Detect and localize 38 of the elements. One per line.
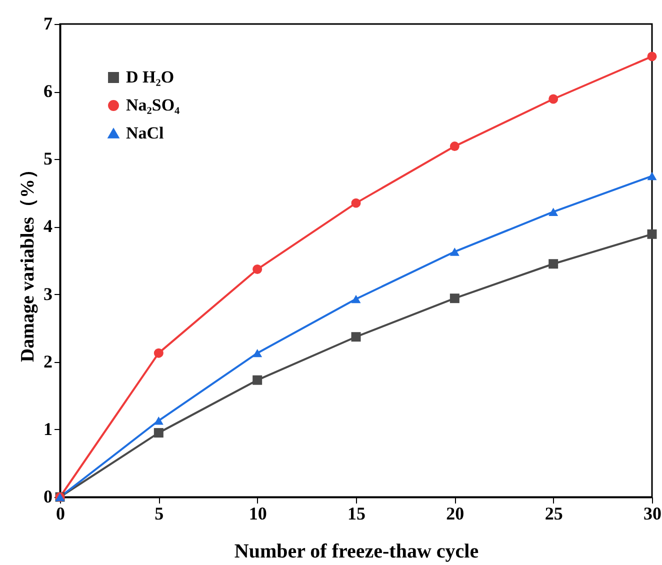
x-tick-label: 15 bbox=[348, 504, 366, 524]
point bbox=[154, 428, 164, 438]
point bbox=[351, 198, 361, 208]
y-axis-title: Damage variables（%） bbox=[18, 160, 38, 362]
point bbox=[647, 52, 657, 62]
y-tick-label: 1 bbox=[44, 418, 52, 439]
point bbox=[450, 142, 460, 152]
x-tick-label: 5 bbox=[154, 504, 164, 524]
point bbox=[154, 348, 164, 358]
point bbox=[252, 348, 262, 358]
point bbox=[450, 248, 460, 256]
x-tick-label: 20 bbox=[446, 504, 464, 524]
y-tick-label: 0 bbox=[44, 486, 52, 506]
y-tick-label: 7 bbox=[44, 14, 52, 34]
point bbox=[450, 294, 460, 304]
legend-label: D H₂O bbox=[126, 68, 174, 86]
point bbox=[351, 294, 361, 304]
x-tick-label: 0 bbox=[56, 504, 65, 524]
y-tick-label: 4 bbox=[44, 216, 52, 236]
x-axis-title: Number of freeze-thaw cycle bbox=[234, 540, 479, 562]
x-tick-label: 10 bbox=[248, 504, 267, 524]
point bbox=[548, 94, 558, 104]
point bbox=[252, 375, 262, 385]
y-tick-label: 5 bbox=[44, 148, 52, 169]
point bbox=[647, 229, 657, 239]
x-tick-label: 30 bbox=[644, 504, 662, 524]
point bbox=[154, 416, 164, 425]
legend-label: Na₂SO₄ bbox=[126, 96, 180, 114]
point bbox=[647, 172, 657, 180]
y-tick-label: 2 bbox=[44, 351, 52, 372]
point bbox=[351, 332, 361, 342]
legend-label: NaCl bbox=[126, 124, 164, 142]
y-tick-label: 3 bbox=[44, 284, 52, 304]
x-tick-label: 25 bbox=[544, 504, 563, 524]
point bbox=[548, 208, 558, 216]
point bbox=[548, 259, 558, 269]
point bbox=[252, 264, 262, 274]
y-tick-label: 6 bbox=[44, 81, 52, 102]
